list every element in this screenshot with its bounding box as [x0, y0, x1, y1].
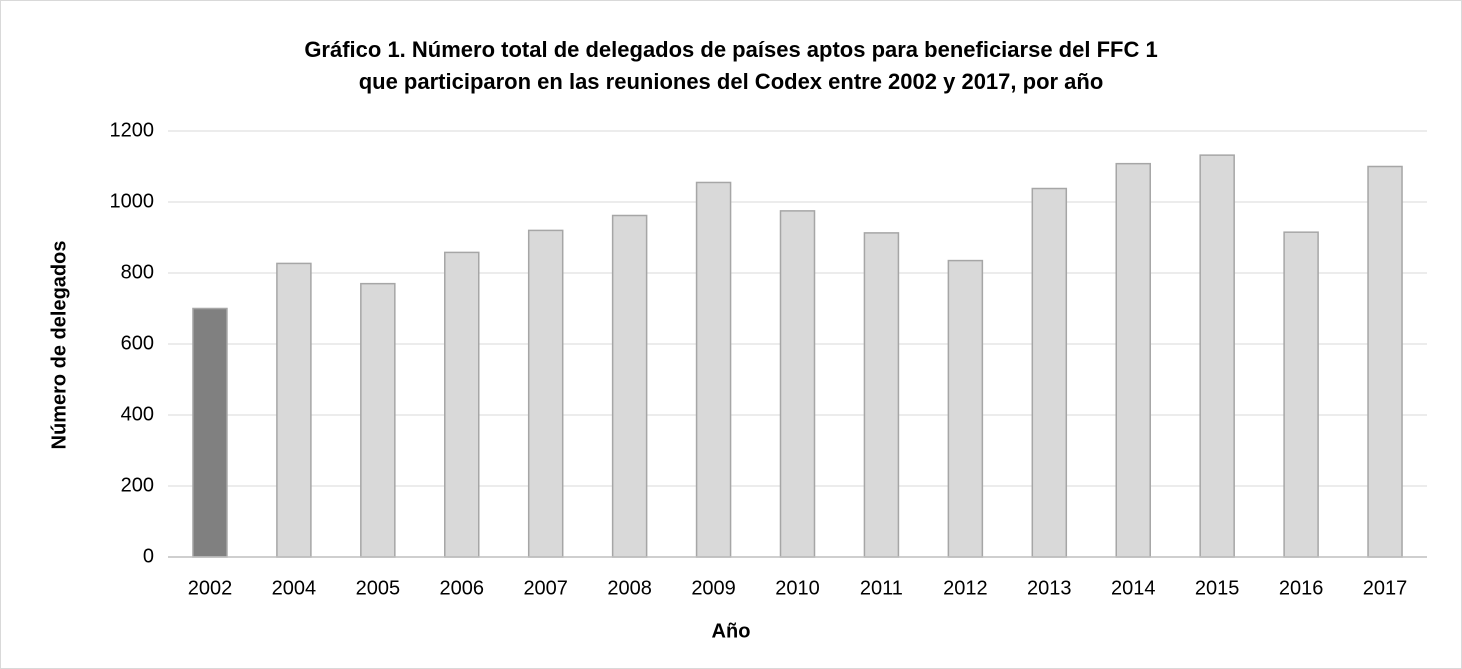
bar [192, 307, 228, 558]
bar [1367, 165, 1403, 558]
bar [527, 229, 564, 558]
bar [1031, 187, 1068, 558]
y-axis-label: Número de delegados [48, 241, 70, 450]
x-tick-label: 2015 [1195, 577, 1240, 599]
bar [695, 181, 732, 558]
x-tick-label: 2014 [1111, 577, 1156, 599]
x-tick-label: 2011 [860, 577, 903, 599]
bar [1283, 231, 1319, 558]
y-tick-label: 400 [121, 403, 154, 425]
chart-title: que participaron en las reuniones del Co… [359, 69, 1104, 94]
x-tick-label: 2010 [775, 577, 820, 599]
bar [1115, 162, 1151, 558]
x-tick-label: 2002 [188, 577, 233, 599]
x-tick-label: 2012 [943, 577, 988, 599]
bar [863, 232, 900, 558]
y-tick-label: 0 [143, 545, 154, 567]
x-tick-label: 2005 [356, 577, 401, 599]
bar [779, 210, 816, 558]
y-tick-label: 200 [121, 474, 154, 496]
x-tick-label: 2004 [272, 577, 317, 599]
bar [1199, 154, 1235, 558]
bar [947, 259, 984, 558]
y-tick-label: 1000 [110, 190, 155, 212]
bar [611, 214, 648, 558]
chart-title: Gráfico 1. Número total de delegados de … [304, 37, 1157, 62]
x-tick-label: 2007 [523, 577, 568, 599]
bar [276, 262, 312, 558]
x-axis-label: Año [712, 620, 751, 642]
x-tick-label: 2006 [440, 577, 485, 599]
x-tick-label: 2009 [691, 577, 736, 599]
x-tick-label: 2016 [1279, 577, 1324, 599]
x-tick-label: 2017 [1363, 577, 1408, 599]
bar [444, 251, 480, 558]
x-tick-label: 2008 [607, 577, 652, 599]
y-tick-label: 600 [121, 332, 154, 354]
bar [360, 282, 396, 558]
x-tick-label: 2013 [1027, 577, 1072, 599]
y-tick-label: 800 [121, 261, 154, 283]
y-tick-label: 1200 [110, 119, 155, 141]
